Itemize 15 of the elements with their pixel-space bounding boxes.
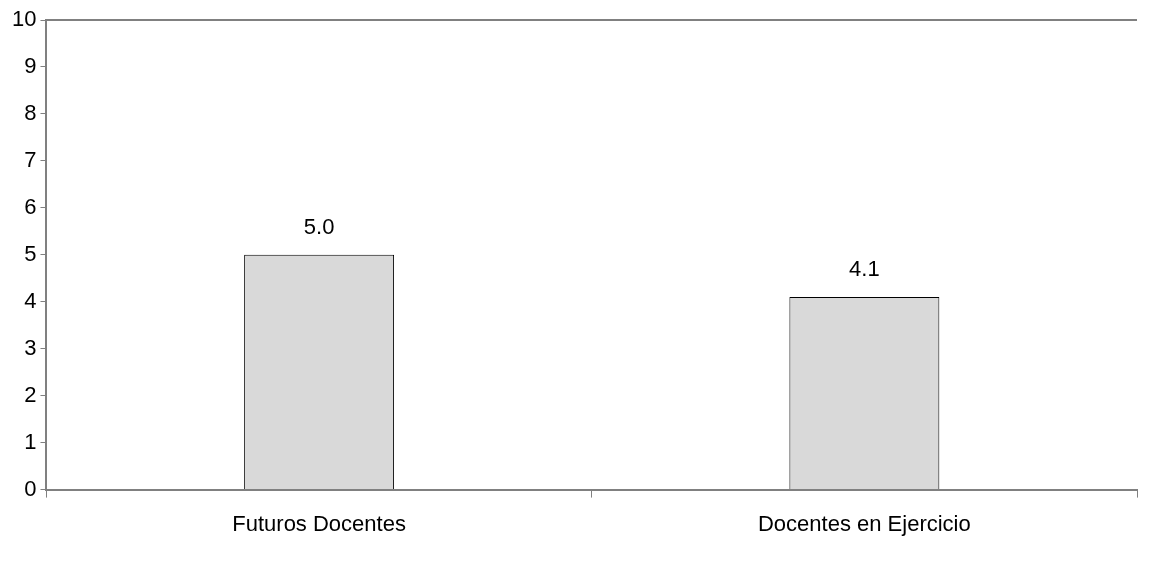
x-tick-label: Docentes en Ejercicio — [757, 510, 971, 536]
data-label: 5.0 — [303, 213, 335, 239]
x-tick-label: Futuros Docentes — [232, 510, 406, 536]
y-tick-label: 2 — [24, 381, 37, 407]
y-tick-label: 7 — [24, 146, 37, 172]
y-tick-label: 0 — [24, 475, 37, 501]
y-tick-label: 9 — [24, 53, 37, 79]
y-tick-label: 5 — [24, 240, 37, 266]
y-tick-label: 4 — [24, 287, 37, 313]
data-label: 4.1 — [849, 256, 880, 282]
y-tick-label: 10 — [11, 6, 37, 32]
y-tick-label: 8 — [24, 99, 37, 125]
y-tick-label: 1 — [24, 428, 37, 454]
y-tick-label: 6 — [24, 193, 37, 219]
y-tick-label: 3 — [24, 334, 37, 360]
